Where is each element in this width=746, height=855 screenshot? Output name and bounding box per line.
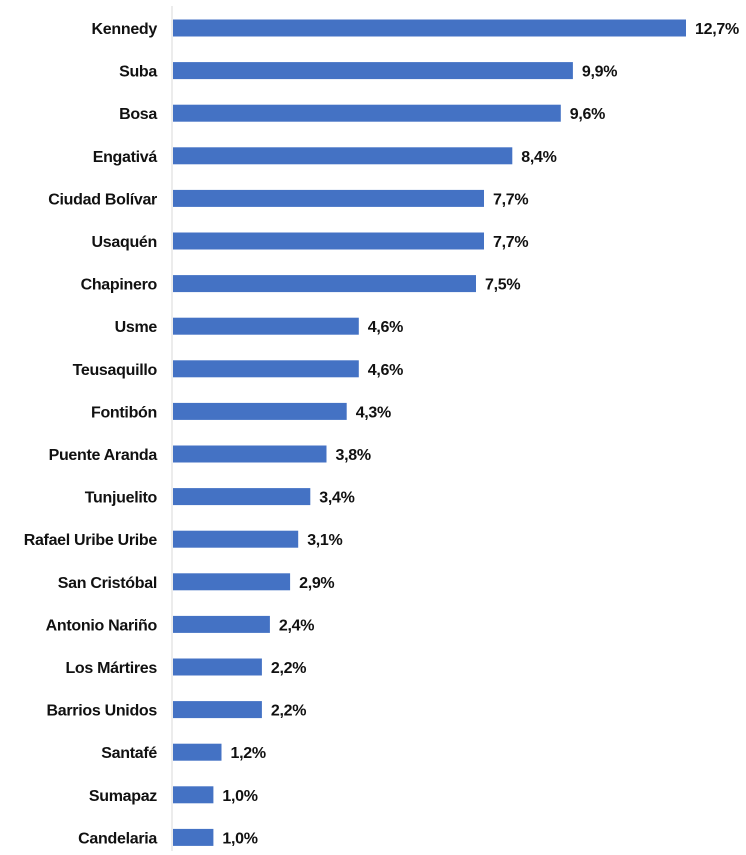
data-label: 3,1% [307, 532, 342, 549]
category-label: Los Mártires [65, 660, 157, 677]
bar [173, 828, 214, 846]
category-label: Barrios Unidos [47, 703, 158, 720]
bar [173, 530, 299, 548]
bar [173, 658, 262, 676]
bar [173, 445, 327, 463]
bar [173, 615, 270, 633]
category-label: Kennedy [92, 21, 158, 38]
bar [173, 360, 359, 378]
category-label: Ciudad Bolívar [48, 191, 157, 208]
bar [173, 189, 484, 207]
bar [173, 743, 222, 761]
data-label: 8,4% [521, 149, 556, 166]
data-label: 7,5% [485, 277, 520, 294]
bar [173, 402, 347, 420]
data-label: 2,2% [271, 703, 306, 720]
category-label: Puente Aranda [49, 447, 158, 464]
bar [173, 62, 573, 80]
data-label: 7,7% [493, 234, 528, 251]
category-label: Usme [115, 319, 158, 336]
category-label: Sumapaz [89, 788, 157, 805]
bar [173, 488, 311, 506]
data-label: 9,9% [582, 64, 617, 81]
category-label: Fontibón [91, 404, 157, 421]
bar [173, 232, 484, 250]
bar [173, 573, 291, 591]
bar [173, 275, 476, 293]
bar [173, 786, 214, 804]
bar [173, 19, 686, 37]
bar [173, 701, 262, 719]
data-label: 1,0% [222, 788, 257, 805]
data-label: 2,9% [299, 575, 334, 592]
data-label: 4,6% [368, 362, 403, 379]
data-label: 12,7% [695, 21, 739, 38]
data-label: 4,6% [368, 319, 403, 336]
category-label: Tunjuelito [85, 490, 158, 507]
category-label: Teusaquillo [73, 362, 158, 379]
data-label: 9,6% [570, 106, 605, 123]
data-label: 3,4% [319, 490, 354, 507]
category-label: San Cristóbal [58, 575, 157, 592]
bars-group [173, 19, 686, 846]
data-label: 4,3% [356, 404, 391, 421]
category-label: Engativá [93, 149, 158, 166]
category-label: Rafael Uribe Uribe [24, 532, 158, 549]
bar [173, 104, 561, 122]
data-label: 1,2% [231, 745, 266, 762]
category-label: Chapinero [81, 277, 158, 294]
data-label: 3,8% [336, 447, 371, 464]
category-label: Suba [119, 64, 157, 81]
data-label: 7,7% [493, 191, 528, 208]
data-label: 1,0% [222, 830, 257, 847]
bar [173, 317, 359, 335]
data-label: 2,4% [279, 617, 314, 634]
category-labels-group: Kennedy Suba Bosa Engativá Ciudad Bolívar Usa… [24, 21, 158, 847]
category-label: Antonio Nariño [46, 617, 158, 634]
category-label: Bosa [119, 106, 157, 123]
category-label: Usaquén [92, 234, 157, 251]
category-label: Candelaria [78, 830, 157, 847]
value-labels-group: 12,7% 9,9% 9,6% 8,4% 7,7% 7,7% 7,5% 4,6% 4,6% 4,3… [222, 21, 739, 847]
bar [173, 147, 513, 165]
data-label: 2,2% [271, 660, 306, 677]
category-label: Santafé [101, 745, 157, 762]
